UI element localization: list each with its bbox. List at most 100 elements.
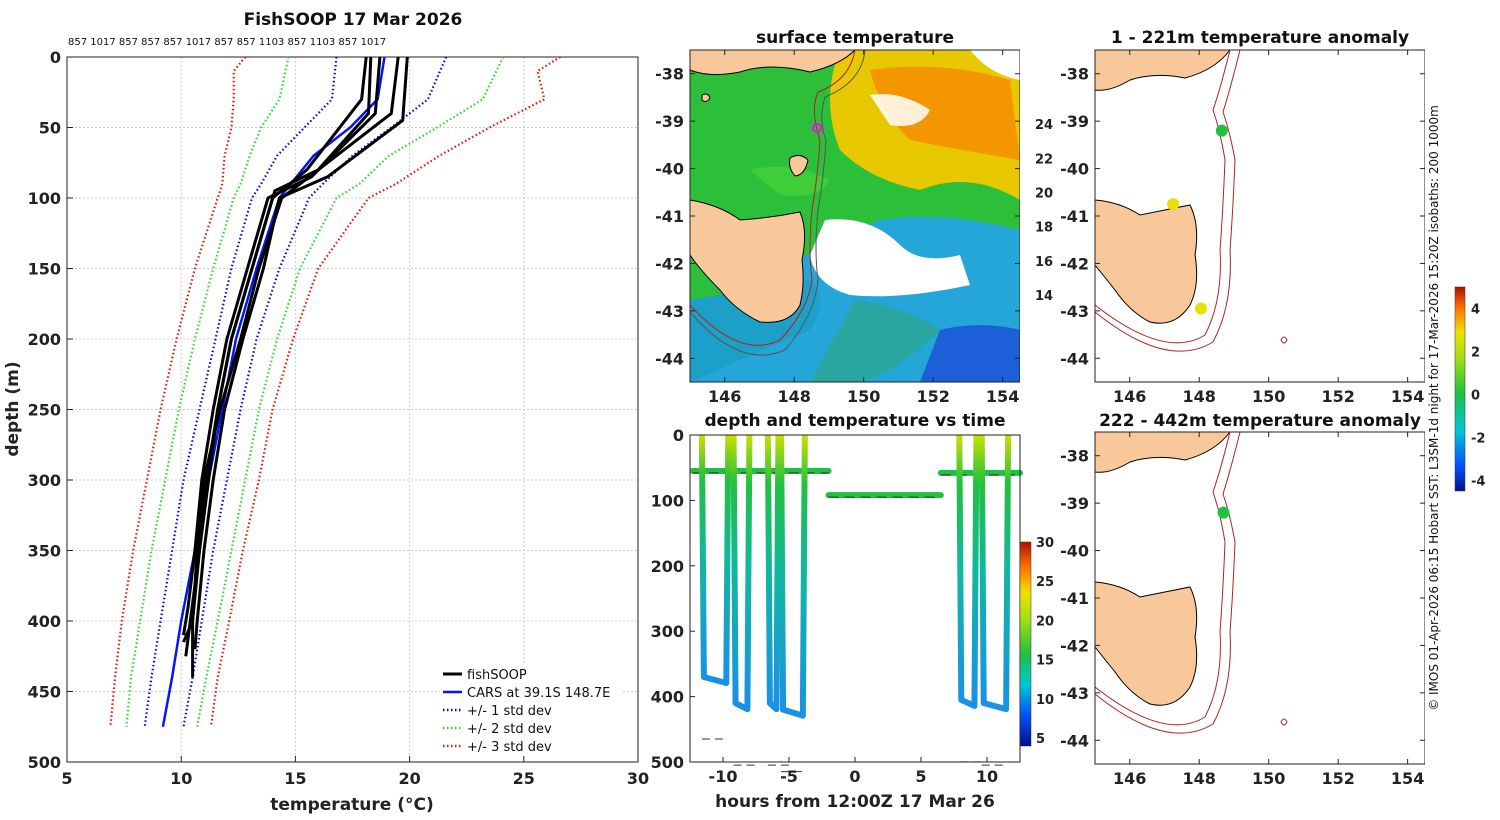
timeseries-ytick-label: 300 — [651, 622, 684, 641]
map-ytick-label: -39 — [1060, 112, 1089, 131]
profile-series-line — [161, 56, 386, 728]
map-ytick-label: -40 — [1060, 542, 1089, 561]
map-ytick-label: -43 — [655, 302, 684, 321]
sst-colorbar-tick-label: 14 — [1035, 289, 1053, 304]
map-xtick-label: 152 — [1321, 387, 1354, 406]
profile-grid — [66, 56, 639, 763]
anom-isobath-200 — [1094, 49, 1231, 344]
map-ytick-label: -38 — [1060, 65, 1089, 84]
profile-xtick-label: 5 — [61, 769, 72, 788]
profile-chart: 5 10 15 20 25 3005010015020025030035040045050… — [28, 48, 650, 788]
profile-ytick-label: 300 — [28, 471, 61, 490]
profile-series-line — [184, 56, 368, 657]
sst-colorbar-tick-label: 22 — [1035, 152, 1053, 167]
map-xtick-label: 154 — [1391, 769, 1424, 788]
map-xtick-label: 146 — [708, 387, 741, 406]
anom-seamount-contour — [1280, 718, 1288, 726]
profile-xtick-label: 20 — [398, 769, 420, 788]
probe-id-labels: 857 1017 857 857 857 1017 857 857 1103 8… — [68, 37, 387, 48]
anom-colorbar-tick-label: -4 — [1471, 474, 1485, 489]
profile-series-line — [143, 56, 338, 727]
anom1-map: 146 148 150 152 154 -38 -39 -40 -41 -42 -43 -44 — [1060, 49, 1425, 406]
sst-title: surface temperature — [755, 28, 955, 48]
map-ytick-label: -39 — [1060, 494, 1089, 513]
timeseries-xtick-label: 10 — [976, 767, 998, 786]
anom-seamount-contour — [1280, 336, 1288, 344]
map-ytick-label: -41 — [1060, 589, 1089, 608]
map-ytick-label: -41 — [655, 207, 684, 226]
timeseries-colorbar-tick-label: 5 — [1036, 732, 1045, 747]
map-xtick-label: 152 — [1321, 769, 1354, 788]
sst-land — [689, 49, 857, 323]
legend-label-std3: +/- 3 std dev — [467, 740, 552, 755]
anom-point — [1167, 198, 1180, 211]
legend-box — [437, 664, 623, 756]
timeseries-dive-track — [778, 434, 808, 719]
map-xtick-label: 148 — [1183, 769, 1216, 788]
timeseries-colorbar — [1019, 541, 1032, 747]
anom-land — [1094, 49, 1232, 91]
map-ytick-label: -42 — [1060, 636, 1089, 655]
profile-lines — [109, 56, 561, 728]
map-ytick-label: -44 — [1060, 731, 1089, 750]
legend-label-cars: CARS at 39.1S 148.7E — [467, 686, 610, 701]
profile-ytick-label: 350 — [28, 542, 61, 561]
map-ytick-label: -43 — [1060, 684, 1089, 703]
map-xtick-label: 154 — [1391, 387, 1424, 406]
sst-colorbar-tick-label: 20 — [1035, 186, 1053, 201]
map-xtick-label: 152 — [916, 387, 949, 406]
profile-ytick-label: 400 — [28, 612, 61, 631]
anom2-map: 146 148 150 152 154 -38 -39 -40 -41 -42 -43 -44 — [1060, 431, 1425, 788]
anom-frame — [1094, 49, 1425, 383]
profile-xtick-label: 10 — [170, 769, 192, 788]
profile-series-line — [193, 56, 409, 650]
legend-label-fishsoop: fishSOOP — [467, 668, 527, 683]
timeseries-xtick-label: 5 — [915, 767, 926, 786]
sst-colorbar-tick-label: 16 — [1035, 255, 1053, 270]
timeseries-dive-track — [764, 434, 782, 713]
sst-field — [690, 50, 1020, 382]
map-ytick-label: -44 — [1060, 349, 1089, 368]
profile-ytick-label: 250 — [28, 401, 61, 420]
anom-colorbar-tick-label: 2 — [1471, 345, 1480, 360]
map-ytick-label: -40 — [655, 160, 684, 179]
map-xtick-label: 154 — [986, 387, 1019, 406]
timeseries-ytick-label: 0 — [673, 426, 684, 445]
timeseries-xtick-label: -5 — [780, 767, 798, 786]
anom-point — [1194, 302, 1207, 315]
profile-legend: fishSOOP CARS at 39.1S 148.7E +/- 1 std … — [437, 664, 623, 756]
sst-colorbar-tick-label: 18 — [1035, 221, 1053, 236]
sst-position-marker — [812, 123, 822, 133]
timeseries-colorbar-tick-label: 15 — [1036, 654, 1054, 669]
sst-map: 146 148 150 152 154 -38 -39 -40 -41 -42 -43 -44 — [655, 49, 1020, 406]
anom-land — [1094, 431, 1232, 473]
timeseries-dive-track — [730, 434, 753, 713]
sst-axis-ticks: 146 148 150 152 154 -38 -39 -40 -41 -42 -43 -44 — [655, 50, 1020, 406]
anom-land — [1094, 581, 1198, 706]
profile-ytick-label: 100 — [28, 189, 61, 208]
profile-xlabel: temperature (°C) — [270, 795, 434, 815]
timeseries-marks — [689, 434, 1023, 773]
profile-ytick-label: 200 — [28, 330, 61, 349]
timeseries-ytick-label: 500 — [651, 753, 684, 772]
timeseries-xtick-label: 0 — [849, 767, 860, 786]
timeseries-title: depth and temperature vs time — [704, 411, 1006, 431]
timeseries-dive-track — [978, 434, 1012, 713]
credit-text: © IMOS 01-Apr-2026 06:15 Hobart SST: L3S… — [1427, 105, 1441, 711]
timeseries-dive-track — [698, 434, 732, 686]
map-xtick-label: 146 — [1113, 769, 1146, 788]
profile-ytick-label: 500 — [28, 753, 61, 772]
profile-series-line — [109, 56, 247, 727]
timeseries-colorbar-tick-label: 20 — [1036, 614, 1054, 629]
sst-colorbar-tick-label: 24 — [1035, 118, 1053, 133]
map-ytick-label: -40 — [1060, 160, 1089, 179]
profile-ticks: 5 10 15 20 25 3005010015020025030035040045050… — [28, 48, 650, 788]
timeseries-ytick-label: 400 — [651, 688, 684, 707]
profile-series-line — [182, 56, 382, 636]
map-ytick-label: -43 — [1060, 302, 1089, 321]
legend-label-std1: +/- 1 std dev — [467, 704, 552, 719]
map-xtick-label: 150 — [1252, 769, 1285, 788]
anom1-title: 1 - 221m temperature anomaly — [1110, 28, 1410, 48]
timeseries-colorbar-tick-label: 25 — [1036, 575, 1054, 590]
